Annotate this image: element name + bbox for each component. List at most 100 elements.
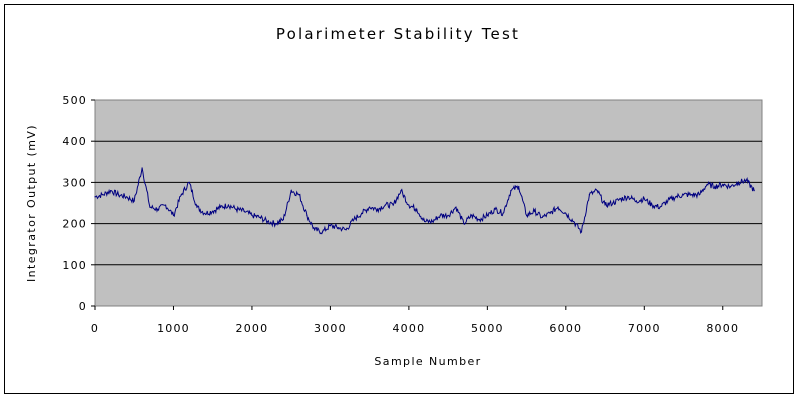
data-point xyxy=(533,210,536,212)
data-point xyxy=(628,196,630,198)
data-point xyxy=(384,204,386,206)
data-point xyxy=(753,190,755,192)
data-point xyxy=(690,194,692,196)
chart: Polarimeter Stability Test 500 400 300 200 1… xyxy=(25,25,763,368)
data-point xyxy=(698,194,700,196)
data-point xyxy=(596,190,598,192)
data-point xyxy=(369,206,371,208)
data-point xyxy=(157,208,159,210)
data-point xyxy=(431,220,434,223)
data-point xyxy=(400,190,402,192)
data-point xyxy=(196,206,198,208)
data-point xyxy=(651,204,653,206)
data-point xyxy=(675,196,677,198)
data-point xyxy=(478,218,481,221)
data-point xyxy=(337,227,339,229)
data-point xyxy=(251,214,253,216)
data-point xyxy=(188,181,190,183)
data-point xyxy=(110,190,112,192)
data-point xyxy=(635,200,638,202)
y-axis-label: Integrator Output (mV) xyxy=(25,124,38,282)
data-point xyxy=(730,185,732,188)
data-point xyxy=(565,212,567,214)
data-point xyxy=(494,208,496,210)
data-point xyxy=(557,206,559,208)
data-point xyxy=(588,194,590,196)
data-point xyxy=(580,231,583,233)
x-tick-label: 2000 xyxy=(236,322,269,335)
chart-frame: Polarimeter Stability Test 500 400 300 200 1… xyxy=(4,4,794,394)
data-point xyxy=(471,214,473,216)
data-point xyxy=(267,220,269,223)
data-point xyxy=(518,185,520,188)
x-tick-label: 1000 xyxy=(157,322,190,335)
data-point xyxy=(573,220,575,223)
data-point xyxy=(353,218,355,221)
y-tick-label: 0 xyxy=(79,300,87,313)
data-point xyxy=(706,183,708,186)
data-point xyxy=(314,229,316,231)
data-point xyxy=(549,212,551,214)
data-point xyxy=(298,194,300,196)
data-point xyxy=(541,216,543,219)
data-point xyxy=(604,204,606,206)
data-point xyxy=(290,190,292,192)
data-point xyxy=(745,179,747,181)
x-axis-label: Sample Number xyxy=(374,355,481,368)
y-tick-label: 500 xyxy=(62,94,87,107)
x-tick-label: 5000 xyxy=(471,322,504,335)
data-point xyxy=(486,214,488,216)
x-tick-label: 8000 xyxy=(706,322,739,335)
data-point xyxy=(306,214,308,216)
data-point xyxy=(667,200,669,202)
data-point xyxy=(259,216,261,219)
x-tick-label: 7000 xyxy=(628,322,661,335)
data-point xyxy=(423,220,426,223)
data-point xyxy=(345,229,347,231)
data-point xyxy=(149,206,151,208)
data-point xyxy=(125,196,127,198)
data-point xyxy=(643,198,645,200)
data-point xyxy=(235,208,237,210)
x-tick-label: 0 xyxy=(91,322,99,335)
data-point xyxy=(447,214,449,216)
data-point xyxy=(408,204,410,206)
data-point xyxy=(439,214,441,216)
data-point xyxy=(416,208,418,210)
x-tick-label: 4000 xyxy=(392,322,425,335)
data-point xyxy=(682,194,685,196)
data-point xyxy=(525,214,528,216)
data-point xyxy=(722,183,724,186)
data-point xyxy=(227,204,229,206)
data-point xyxy=(620,198,622,200)
data-point xyxy=(180,194,182,196)
data-point xyxy=(282,218,284,221)
data-point xyxy=(243,210,245,212)
data-point xyxy=(361,212,363,214)
data-point xyxy=(219,206,222,208)
data-point xyxy=(133,200,135,202)
data-point xyxy=(737,181,740,183)
data-point xyxy=(455,206,457,208)
data-point xyxy=(659,206,661,208)
data-point xyxy=(165,204,167,206)
y-tick-label: 400 xyxy=(62,135,87,148)
data-point xyxy=(172,214,175,216)
data-point xyxy=(612,202,614,204)
data-point xyxy=(274,223,277,225)
data-point xyxy=(204,212,206,214)
y-tick-label: 100 xyxy=(62,259,87,272)
y-tick-label: 200 xyxy=(62,218,87,231)
data-point xyxy=(102,194,104,196)
data-point xyxy=(463,223,465,225)
data-point xyxy=(94,196,96,198)
data-point xyxy=(117,194,120,196)
y-tick-label: 300 xyxy=(62,176,87,189)
data-point xyxy=(502,212,504,214)
data-point xyxy=(329,225,332,227)
chart-title: Polarimeter Stability Test xyxy=(276,25,520,43)
data-point xyxy=(714,185,716,188)
data-point xyxy=(212,210,214,212)
x-tick-label: 6000 xyxy=(549,322,582,335)
x-tick-label: 3000 xyxy=(314,322,347,335)
